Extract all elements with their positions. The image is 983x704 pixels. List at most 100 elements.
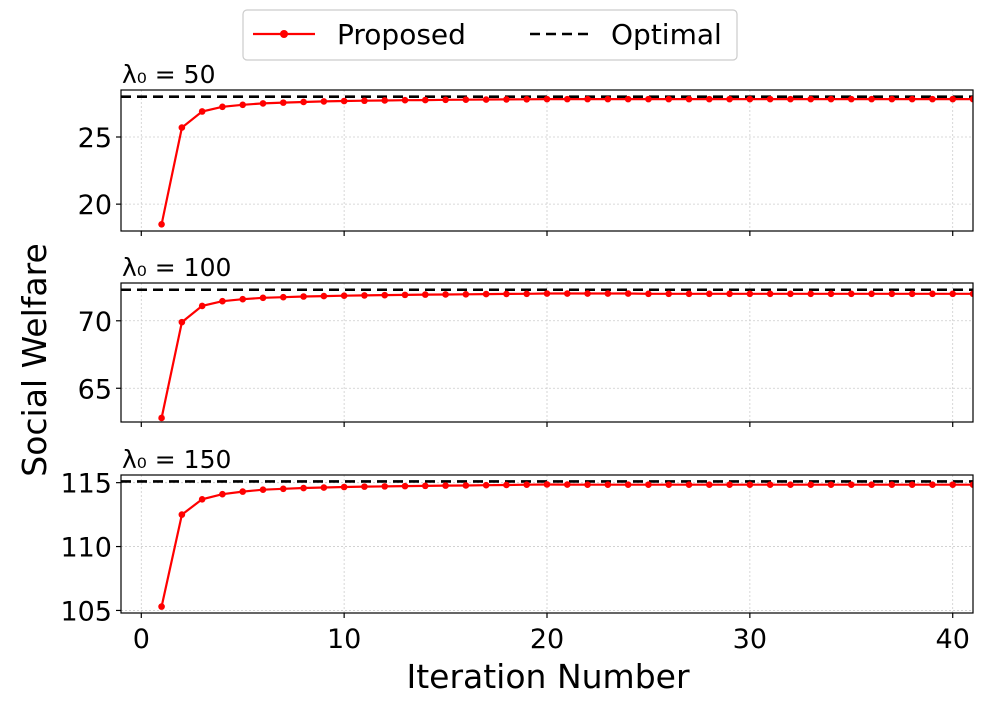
proposed-point [259,294,267,302]
y-tick-label: 70 [78,307,112,338]
legend: Proposed Optimal [242,9,738,61]
x-tick-label: 30 [733,624,767,655]
proposed-point [584,290,591,297]
proposed-series [158,481,973,610]
proposed-series [158,290,973,422]
panel-title: λ₀ = 100 [122,253,231,282]
proposed-point [827,290,835,298]
proposed-point [847,95,855,103]
proposed-point [807,290,815,298]
proposed-point [584,95,591,103]
proposed-point [442,482,449,489]
proposed-point [705,290,713,298]
proposed-point [726,481,733,489]
proposed-point [563,95,571,103]
proposed-point [482,96,490,103]
legend-proposed-label: Proposed [337,18,466,51]
panel-title: λ₀ = 50 [122,60,215,89]
proposed-point [969,290,973,298]
proposed-series [158,95,973,228]
proposed-point [279,485,287,493]
proposed-point [888,290,896,298]
proposed-point [787,481,794,489]
proposed-point [969,95,973,103]
proposed-point [827,95,835,103]
proposed-point [361,292,368,299]
proposed-point [340,483,348,491]
proposed-point [645,290,652,298]
proposed-point [624,95,632,103]
proposed-point [320,292,328,300]
proposed-point [523,95,531,103]
proposed-point [259,486,267,493]
proposed-point [523,290,531,298]
proposed-point [239,101,247,109]
proposed-point [462,291,470,298]
proposed-point [543,481,551,488]
proposed-point [543,290,551,297]
proposed-point [685,481,693,489]
panel-1: 20 25 λ₀ = 50 [78,60,974,236]
proposed-point [381,291,389,299]
panels: 20 25 λ₀ = 50 65 70 λ₀ = 100 105 110 115 0 10 20 30 4… [60,60,974,655]
proposed-point [807,481,815,489]
proposed-point [300,293,307,300]
proposed-point [888,481,896,489]
proposed-point [523,481,531,489]
proposed-point [685,290,693,298]
proposed-line [160,483,973,607]
proposed-point [746,481,754,489]
proposed-point [645,481,652,489]
proposed-point [868,481,875,489]
proposed-point [847,290,855,298]
proposed-point [198,108,206,115]
proposed-point [503,290,510,298]
proposed-point [766,95,774,103]
x-tick-label: 20 [530,624,564,655]
proposed-point [300,98,307,106]
panel-3: 105 110 115 0 10 20 30 40 λ₀ = 150 [60,445,974,655]
proposed-point [178,511,186,518]
proposed-point [665,290,673,298]
panel-2: 65 70 λ₀ = 100 [78,253,974,427]
proposed-point [219,297,226,305]
x-tick-label: 40 [936,624,970,655]
proposed-point [462,96,470,103]
proposed-point [462,482,470,489]
proposed-point [746,95,754,103]
proposed-point [929,95,936,103]
proposed-point [361,97,368,105]
proposed-point [807,95,815,103]
proposed-point [361,483,368,490]
proposed-point [421,482,429,490]
y-tick-label: 25 [78,123,112,154]
y-tick-label: 115 [60,469,112,500]
proposed-point [949,481,957,489]
proposed-point [624,290,632,297]
proposed-point [482,481,490,489]
x-tick-label: 10 [327,624,361,655]
proposed-point [503,96,510,103]
proposed-point [584,481,591,489]
proposed-point [239,295,247,303]
proposed-point [847,481,855,489]
proposed-point [259,100,267,107]
proposed-point [726,95,733,103]
proposed-point [340,97,348,105]
proposed-point [929,481,936,489]
proposed-point [705,95,713,103]
proposed-point [949,290,957,298]
proposed-point [442,96,449,104]
proposed-line [160,97,973,225]
proposed-point [239,488,247,495]
proposed-point [908,290,916,298]
y-tick-label: 20 [78,190,112,221]
proposed-point [604,481,612,489]
proposed-point [969,481,973,489]
proposed-point [624,481,632,489]
proposed-point [320,98,328,105]
proposed-point [705,481,713,489]
y-tick-label: 110 [60,533,112,564]
proposed-point [563,290,571,297]
y-tick-label: 65 [78,374,112,405]
